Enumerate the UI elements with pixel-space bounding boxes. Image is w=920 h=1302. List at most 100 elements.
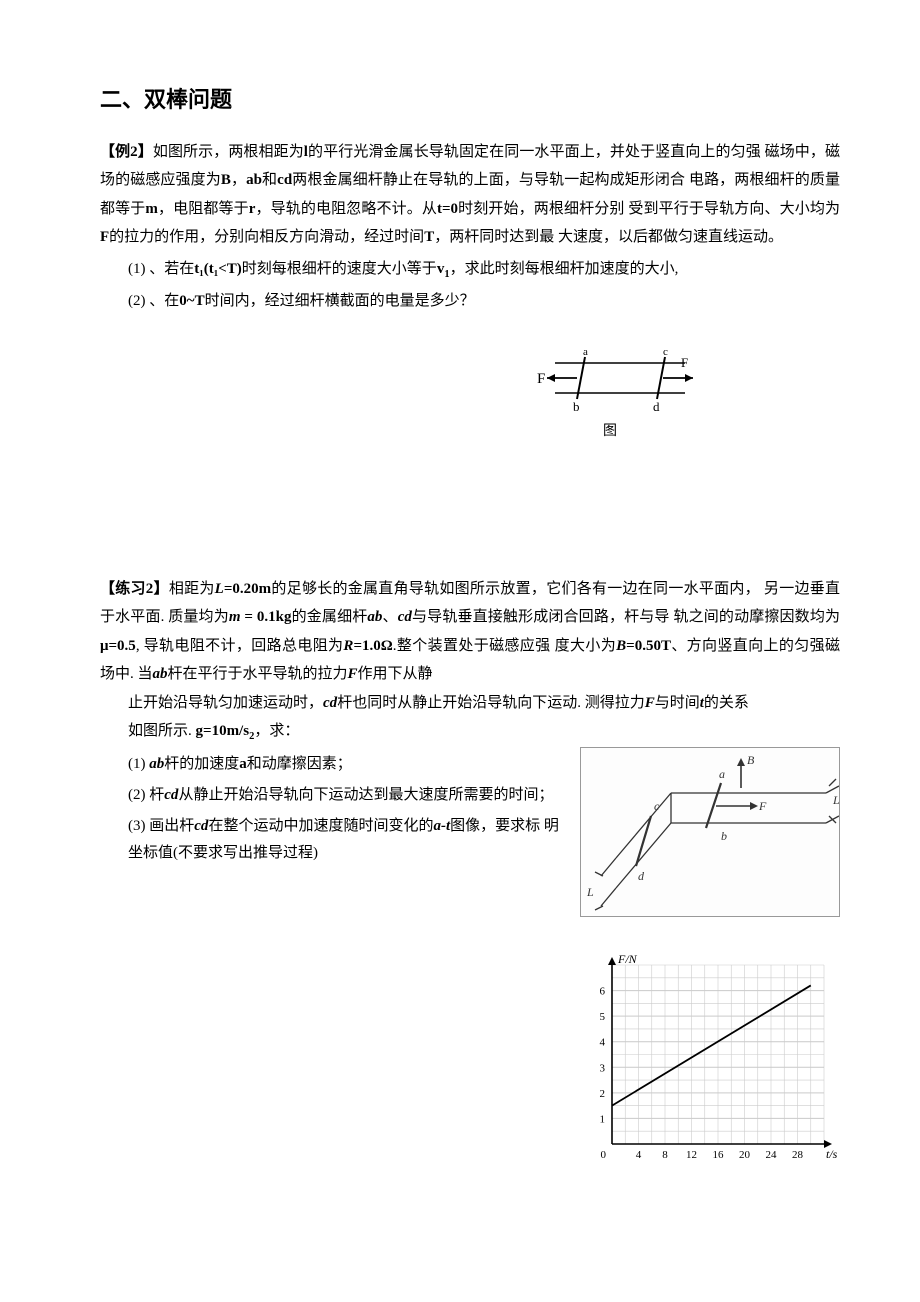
svg-text:2: 2 <box>600 1088 606 1100</box>
val: 0.1kg <box>257 609 292 625</box>
var-m: m <box>145 201 158 217</box>
val: 0.20m <box>232 581 271 597</box>
t: , 导轨电阻不计，回路总电阻为 <box>136 638 344 654</box>
apparatus-3d-diagram: abcdBFLL <box>580 747 840 917</box>
t: 时刻开始，两根细杆分别 受到平行于导轨方向、大小均为 <box>458 201 840 217</box>
svg-text:3: 3 <box>600 1062 606 1074</box>
var-R: R <box>343 638 353 654</box>
var-cd2: cd <box>323 695 337 711</box>
var-a: a <box>239 756 247 772</box>
svg-text:0: 0 <box>601 1149 607 1161</box>
t: ，求： <box>254 723 299 739</box>
t: 止开始沿导轨匀加速运动时， <box>128 695 323 711</box>
example2-q1: (1) 、若在t₁(t₁<T)时刻每根细杆的速度大小等于v1，求此时刻每根细杆加… <box>100 256 840 285</box>
var-v1: v1 <box>437 261 450 277</box>
t: 从静止开始沿导轨向下运动达到最大速度所需要的时间； <box>178 787 553 803</box>
svg-text:B: B <box>747 753 755 767</box>
var-L: L <box>215 581 224 597</box>
svg-text:b: b <box>573 399 580 414</box>
t: 和 <box>262 172 277 188</box>
svg-text:d: d <box>638 869 645 883</box>
t: ，导轨的电阻忽略不计。从 <box>255 201 437 217</box>
q-num: (1) <box>128 261 146 277</box>
var-cd: cd <box>277 172 292 188</box>
var-F2: F <box>645 695 655 711</box>
svg-text:F: F <box>681 355 688 370</box>
var-T: T <box>424 229 434 245</box>
t: 的关系 <box>704 695 749 711</box>
var-cd: cd <box>194 818 208 834</box>
t: ， <box>231 172 246 188</box>
figure-label: 图 <box>380 419 840 444</box>
practice2-body: 【练习2】相距为L=0.20m的足够长的金属直角导轨如图所示放置，它们各有一边在… <box>100 575 840 689</box>
t: 如图所示，两根相距为 <box>153 144 304 160</box>
t: 杆 <box>146 787 165 803</box>
var-F: F <box>348 666 358 682</box>
t: 如图所示. <box>128 723 196 739</box>
practice2-body-2: 止开始沿导轨匀加速运动时，cd杆也同时从静止开始沿导轨向下运动. 测得拉力F与时… <box>100 689 840 718</box>
svg-text:16: 16 <box>713 1149 725 1161</box>
practice2-body-3: 如图所示. g=10m/s2，求： <box>100 717 840 747</box>
svg-text:20: 20 <box>739 1149 751 1161</box>
g-val: g=10m/s2 <box>196 723 255 739</box>
var-B: B <box>221 172 231 188</box>
eq: = <box>353 638 362 654</box>
svg-text:24: 24 <box>766 1149 778 1161</box>
val: 1.0Ω <box>362 638 393 654</box>
q-num: (2) <box>128 293 146 309</box>
t: 和动摩擦因素； <box>247 756 352 772</box>
svg-text:6: 6 <box>600 986 606 998</box>
var-B: B <box>616 638 626 654</box>
var-m: m <box>229 609 241 625</box>
t: ，求此时刻每根细杆加速度的大小, <box>450 261 679 277</box>
eq: = <box>626 638 635 654</box>
t: ，两杆同时达到最 大速度，以后都做匀速直线运动。 <box>434 229 783 245</box>
svg-text:c: c <box>663 346 668 358</box>
example-2: 【例2】如图所示，两根相距为l的平行光滑金属长导轨固定在同一水平面上，并处于竖直… <box>100 138 840 316</box>
t: 作用下从静 <box>358 666 433 682</box>
eq: = <box>241 609 257 625</box>
val: 0.50T <box>635 638 671 654</box>
var-mu: μ=0.5 <box>100 638 136 654</box>
svg-text:4: 4 <box>600 1037 606 1049</box>
svg-text:4: 4 <box>636 1149 642 1161</box>
var-cd: cd <box>164 787 178 803</box>
t: 的拉力的作用，分别向相反方向滑动，经过时间 <box>109 229 424 245</box>
example2-figure: FFabcd 图 <box>100 345 840 444</box>
t: 的金属细杆 <box>291 609 367 625</box>
var-ab: ab <box>149 756 164 772</box>
t: 与导轨垂直接触形成闭合回路，杆与导 轨之间的动摩擦因数均为 <box>412 609 840 625</box>
t: 、若在 <box>149 261 194 277</box>
q-num: (3) <box>128 818 146 834</box>
svg-text:d: d <box>653 399 660 414</box>
svg-text:28: 28 <box>792 1149 804 1161</box>
svg-text:F/N: F/N <box>617 952 638 966</box>
example2-tag: 【例2】 <box>100 144 153 160</box>
t: 时刻每根细杆的速度大小等于 <box>242 261 437 277</box>
svg-text:a: a <box>719 767 725 781</box>
svg-text:F: F <box>758 799 767 813</box>
var-ab2: ab <box>153 666 168 682</box>
practice-2: 【练习2】相距为L=0.20m的足够长的金属直角导轨如图所示放置，它们各有一边在… <box>100 575 840 867</box>
t: 、 <box>382 609 397 625</box>
t: 相距为 <box>169 581 215 597</box>
t: 杆在平行于水平导轨的拉力 <box>168 666 348 682</box>
t: 在整个运动中加速度随时间变化的 <box>208 818 433 834</box>
t: 杆的加速度 <box>164 756 239 772</box>
svg-text:t/s: t/s <box>826 1147 838 1161</box>
var-t0: t=0 <box>437 201 458 217</box>
svg-text:5: 5 <box>600 1011 606 1023</box>
var-0T: 0~T <box>179 293 204 309</box>
var-ab: ab <box>246 172 262 188</box>
example2-q2: (2) 、在0~T时间内，经过细杆横截面的电量是多少？ <box>100 288 840 315</box>
t: 与时间 <box>655 695 700 711</box>
svg-text:a: a <box>583 346 588 358</box>
var-at: a-t <box>433 818 450 834</box>
t: 时间内，经过细杆横截面的电量是多少？ <box>205 293 475 309</box>
t: ，电阻都等于 <box>158 201 249 217</box>
t: .整个装置处于磁感应强 度大小为 <box>393 638 616 654</box>
t: 杆也同时从静止开始沿导轨向下运动. 测得拉力 <box>337 695 645 711</box>
svg-text:L: L <box>586 885 594 899</box>
svg-text:12: 12 <box>686 1149 697 1161</box>
var-cd: cd <box>398 609 412 625</box>
